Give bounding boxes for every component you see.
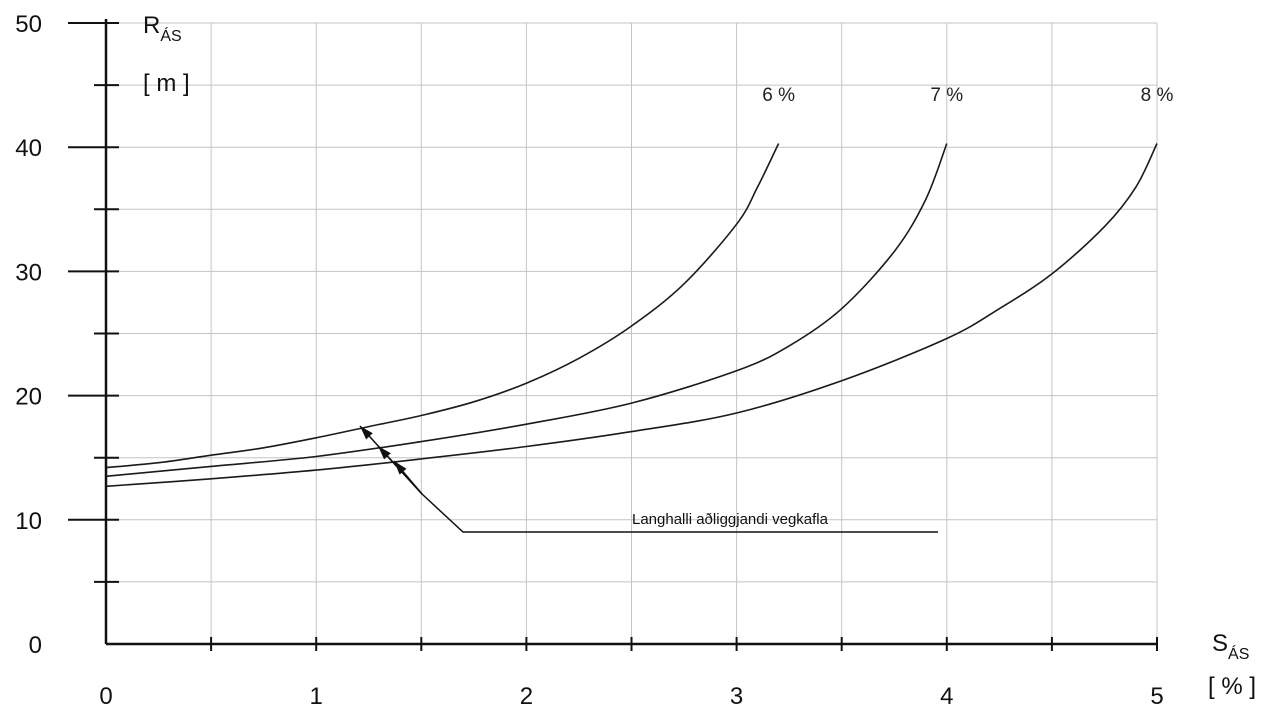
y-tick-label: 50 xyxy=(15,11,42,38)
y-axis-title-main: R xyxy=(143,12,160,39)
x-tick-label: 3 xyxy=(730,683,743,710)
x-axis-title: SÁS xyxy=(1212,630,1249,663)
annotation-arrowhead xyxy=(394,461,407,475)
x-tick-label: 1 xyxy=(310,683,323,710)
x-tick-label: 5 xyxy=(1150,683,1163,710)
grid xyxy=(105,22,1158,645)
y-tick-label: 20 xyxy=(15,384,42,411)
x-tick-label: 2 xyxy=(520,683,533,710)
series-lines: 6 % 7 % 8 % xyxy=(105,85,1174,488)
y-axis-title: RÁS xyxy=(143,12,182,45)
x-tick-label: 0 xyxy=(99,683,112,710)
series-label: 7 % xyxy=(930,85,963,106)
ticks: 0 10 20 30 40 50 0 1 2 3 4 5 xyxy=(15,11,1163,710)
x-axis-unit: [ % ] xyxy=(1208,673,1256,700)
series-line xyxy=(105,143,1158,488)
y-tick-label: 0 xyxy=(29,632,42,659)
series-line xyxy=(105,143,780,469)
y-axis-unit: [ m ] xyxy=(143,70,190,97)
annotation-leader-line xyxy=(421,493,938,533)
annotation-arrowhead xyxy=(378,446,391,460)
x-axis-title-main: S xyxy=(1212,630,1228,657)
x-axis-title-sub: ÁS xyxy=(1228,644,1249,663)
annotation-arrowhead xyxy=(360,426,373,440)
y-tick-label: 10 xyxy=(15,508,42,535)
annotation xyxy=(359,425,938,533)
series-label: 6 % xyxy=(762,85,795,106)
series-label: 8 % xyxy=(1141,85,1174,106)
x-tick-label: 4 xyxy=(940,683,953,710)
y-tick-label: 40 xyxy=(15,135,42,162)
series-line xyxy=(105,143,948,478)
y-tick-label: 30 xyxy=(15,259,42,286)
annotation-label: Langhalli aðliggjandi vegkafla xyxy=(632,511,829,528)
y-axis-title-sub: ÁS xyxy=(160,26,181,45)
